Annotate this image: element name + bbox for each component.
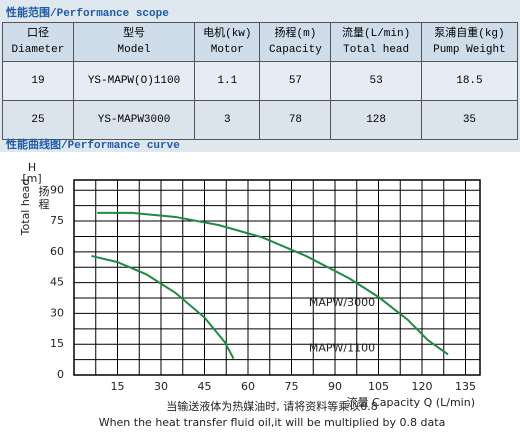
series-label: MAPW/1100 [309,341,375,354]
header-cell: 泵浦自重(kg) Pump Weight [420,22,519,62]
header-text: 流量(L/min) [342,28,411,40]
cell: YS-MAPW3000 [72,100,196,140]
y-tick-label: 0 [57,368,64,381]
row: 25 YS-MAPW3000 3 78 128 35 [2,100,519,140]
header-text: Total head [343,44,410,56]
header-cell: 口径 Diameter [2,22,74,62]
y-unit: H [m] [22,161,41,185]
header-cell: 型号 Model [72,22,196,62]
series-line [97,211,449,356]
cell: 3 [194,100,261,140]
section-title: 性能范围/Performance scope [6,8,169,20]
y-tick-label: 60 [50,245,64,258]
header-cell: 电机(kw) Motor [194,22,261,62]
y-axis-label: Total head [19,179,32,237]
y-tick-label: 90 [50,183,64,196]
header-text: 泵浦自重(kg) [434,28,505,40]
x-tick-label: 60 [241,380,255,393]
row: 19 YS-MAPW(O)1100 1.1 57 53 18.5 [2,61,519,101]
cell: 53 [330,61,422,101]
header-text: 电机(kw) [203,28,252,40]
x-tick-label: 30 [154,380,168,393]
header-text: Model [117,44,151,56]
cell: 18.5 [420,61,519,101]
cell: 78 [259,100,332,140]
series-line [91,254,235,360]
x-tick-label: 75 [285,380,299,393]
note: When the heat transfer fluid oil,it will… [99,416,446,429]
y-label-cn: 扬程 [39,184,50,211]
x-tick-label: 120 [412,380,433,393]
cell: 19 [2,61,74,101]
x-tick-label: 135 [455,380,476,393]
x-axis-label: 流量 Capacity Q (L/min) [347,395,475,409]
cell: 128 [330,100,422,140]
header-text: 型号 [123,28,146,40]
table: 口径 Diameter 型号 Model 电机(kw) Motor 扬程(m) Capacit… [2,22,519,140]
header-text: Capacity [269,44,322,56]
cell: 1.1 [194,61,261,101]
series-label: MAPW/3000 [309,296,375,309]
chart-bg [0,152,520,443]
cell: 35 [420,100,519,140]
cell: YS-MAPW(O)1100 [72,61,196,101]
y-tick-label: 15 [50,337,64,350]
header-text: 扬程(m) [274,28,317,40]
y-tick-label: 45 [50,276,64,289]
x-tick-label: 105 [368,380,389,393]
x-tick-label: 15 [111,380,125,393]
header-cell: 扬程(m) Capacity [259,22,332,62]
y-tick-label: 30 [50,306,64,319]
cell: 25 [2,100,74,140]
section-title: 性能曲线图/Performance curve [6,140,180,152]
cell: 57 [259,61,332,101]
header-text: Motor [210,44,244,56]
x-tick-label: 90 [328,380,342,393]
header-row: 口径 Diameter 型号 Model 电机(kw) Motor 扬程(m) Capacit… [2,22,519,62]
header-text: 口径 [26,28,49,40]
x-tick-label: 45 [198,380,212,393]
header-text: Diameter [11,44,65,56]
header-text: Pump Weight [433,44,506,56]
y-tick-label: 75 [50,214,64,227]
note: 当输送液体为热媒油时, 请将资料等乘以0.8 [166,399,378,413]
chart: 0 15 30 45 60 75 90 15 30 45 60 75 90 105 120 135 Total … [0,152,520,443]
header-cell: 流量(L/min) Total head [330,22,422,62]
